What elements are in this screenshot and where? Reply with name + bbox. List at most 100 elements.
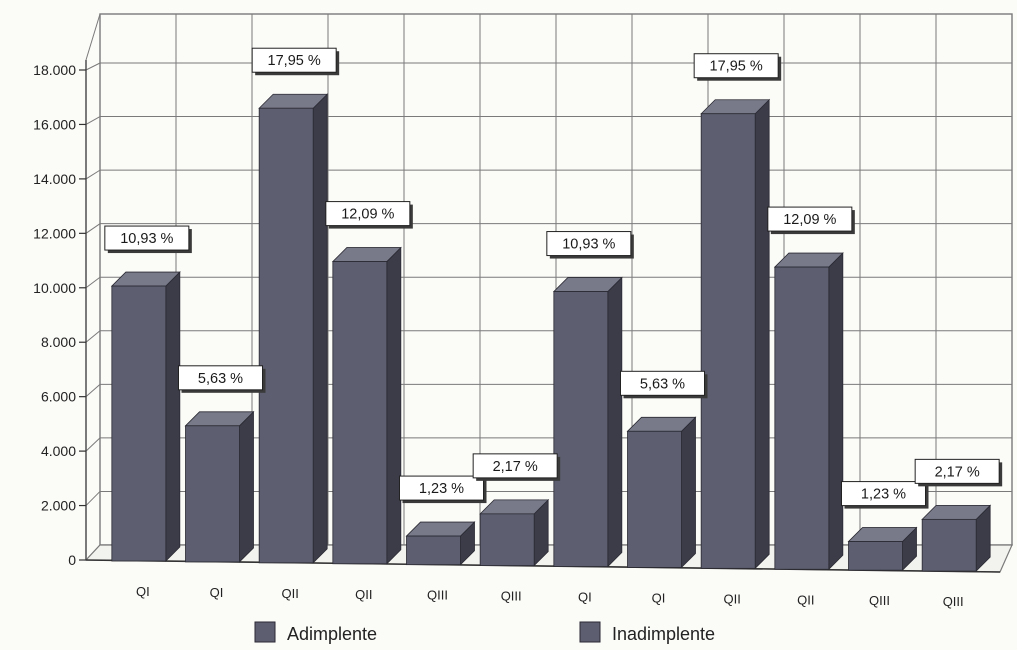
data-label-text: 2,17 % xyxy=(493,459,538,475)
data-label-text: 2,17 % xyxy=(935,464,980,480)
bar-side xyxy=(754,98,770,570)
bar xyxy=(479,498,550,567)
data-label: 2,17 % xyxy=(914,458,1003,487)
x-tick-label: QI xyxy=(652,590,666,605)
side-wall-line xyxy=(85,169,101,180)
data-label: 5,63 % xyxy=(178,365,266,393)
data-label-box xyxy=(620,370,705,396)
x-tick-label: QI xyxy=(578,590,592,605)
side-wall-line xyxy=(85,116,101,125)
side-wall-line xyxy=(85,437,101,452)
data-label: 10,93 % xyxy=(104,225,192,254)
data-label-text: 17,95 % xyxy=(268,53,321,69)
x-tick-label: QII xyxy=(797,592,814,607)
side-wall-line xyxy=(85,62,101,71)
y-tick-label: 12.000 xyxy=(33,225,76,241)
bar xyxy=(331,246,402,565)
bar-front xyxy=(848,541,903,571)
data-label: 12,09 % xyxy=(325,201,413,229)
data-label-box xyxy=(104,225,190,251)
side-wall-line xyxy=(85,276,101,289)
side-wall-line xyxy=(85,330,101,343)
data-labels: 10,93 % 5,63 % 17,95 % 12,09 % 1,23 % 2,17 % 1… xyxy=(104,47,1003,509)
bar-front xyxy=(332,261,388,565)
y-axis-ticks: 0 2.000 4.000 6.000 8.000 10.000 12.000 14.000 1… xyxy=(33,62,86,568)
legend-label: Inadimplente xyxy=(612,624,715,644)
data-label-box xyxy=(914,458,1000,484)
data-label-text: 1,23 % xyxy=(861,487,906,503)
data-label: 1,23 % xyxy=(841,481,929,509)
bar-front xyxy=(258,107,314,564)
y-tick-label: 16.000 xyxy=(33,116,76,132)
data-label-text: 10,93 % xyxy=(562,237,615,253)
bar-front xyxy=(774,266,830,570)
x-tick-label: QIII xyxy=(501,589,522,604)
bar-side xyxy=(607,276,623,568)
bar xyxy=(552,276,623,568)
y-tick-label: 2.000 xyxy=(41,498,76,514)
data-label-text: 12,09 % xyxy=(341,207,394,223)
bar-side xyxy=(165,271,181,562)
data-label-text: 12,09 % xyxy=(783,212,836,228)
x-tick-label: QIII xyxy=(427,588,448,603)
bar-front xyxy=(700,113,756,569)
bar xyxy=(921,504,992,573)
bar-front xyxy=(185,425,240,563)
data-label-box xyxy=(251,47,337,73)
legend-item: Inadimplente xyxy=(579,621,715,644)
data-label-box xyxy=(325,201,411,227)
bar-front xyxy=(479,513,535,566)
y-tick-label: 18.000 xyxy=(33,62,76,78)
legend: Adimplente Inadimplente xyxy=(254,621,715,644)
bar-side xyxy=(681,416,696,569)
data-label-box xyxy=(841,481,926,507)
side-wall-line xyxy=(85,223,101,234)
data-label-text: 5,63 % xyxy=(640,376,685,392)
x-tick-label: QII xyxy=(355,587,372,602)
data-label: 5,63 % xyxy=(620,370,708,399)
side-wall-line xyxy=(85,383,101,398)
bar-side xyxy=(828,252,844,571)
legend-item: Adimplente xyxy=(254,621,377,644)
y-tick-label: 14.000 xyxy=(33,171,76,187)
y-tick-label: 4.000 xyxy=(41,443,76,459)
x-tick-label: QI xyxy=(210,585,224,600)
bar-front xyxy=(553,291,609,567)
y-tick-label: 10.000 xyxy=(33,280,76,296)
bar-front xyxy=(921,518,977,572)
data-label: 1,23 % xyxy=(399,475,487,504)
bar xyxy=(184,410,255,563)
data-label-text: 1,23 % xyxy=(419,481,464,497)
x-tick-label: QII xyxy=(281,586,298,601)
data-label: 10,93 % xyxy=(546,231,634,259)
side-wall-line xyxy=(85,491,101,506)
bar xyxy=(700,98,771,570)
bar-front xyxy=(406,535,461,566)
bar xyxy=(773,252,844,571)
data-label: 2,17 % xyxy=(472,453,561,481)
data-label-box xyxy=(546,231,632,257)
bar-side xyxy=(386,246,402,565)
bar xyxy=(110,271,181,562)
data-label: 12,09 % xyxy=(767,206,855,235)
bar-front xyxy=(627,430,682,568)
x-tick-label: QI xyxy=(136,584,150,599)
side-wall-top xyxy=(85,13,101,61)
x-axis-tick-labels: QI QI QII QII QIII QIII QI QI QII QII QIII QIII xyxy=(136,584,964,609)
bars xyxy=(110,93,992,573)
data-label-box xyxy=(767,206,853,232)
bar-side xyxy=(239,410,254,563)
data-label-box xyxy=(472,453,558,479)
data-label-box xyxy=(693,53,779,79)
y-tick-label: 8.000 xyxy=(41,334,76,350)
bar xyxy=(626,416,697,569)
bar-side xyxy=(312,93,328,564)
legend-swatch xyxy=(579,621,601,643)
y-tick-label: 0 xyxy=(68,552,76,568)
bar-front xyxy=(111,285,167,562)
data-label: 17,95 % xyxy=(251,47,340,76)
y-tick-label: 6.000 xyxy=(41,389,76,405)
bar xyxy=(258,93,329,564)
bar xyxy=(847,526,918,572)
